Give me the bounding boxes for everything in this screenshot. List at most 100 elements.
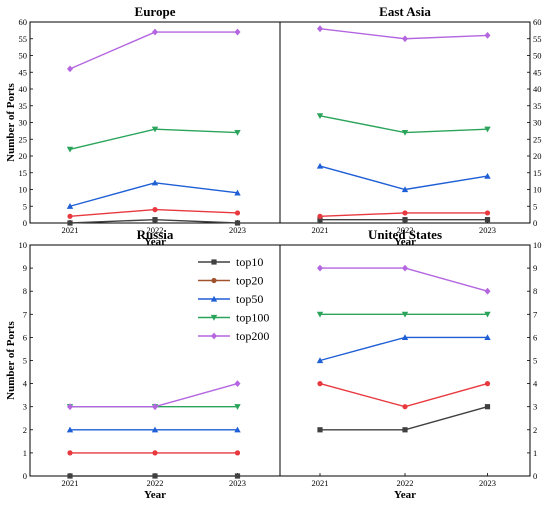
point-top50 (401, 334, 409, 340)
point-top200 (234, 380, 241, 387)
x-tick-label: 2021 (62, 225, 79, 235)
y-tick-label: 1 (533, 448, 537, 458)
point-top200 (484, 287, 491, 295)
y-tick-label: 45 (19, 67, 28, 77)
legend-swatch-marker (211, 277, 217, 284)
y-tick-label: 35 (533, 101, 542, 111)
point-top50 (316, 357, 324, 364)
line-top50 (319, 165, 488, 191)
series-top50-russia (66, 426, 241, 433)
series-top20-east-asia (317, 210, 491, 219)
point-top10 (402, 217, 408, 223)
y-tick-label: 40 (533, 84, 542, 94)
x-tick-label: 2023 (229, 478, 246, 488)
legend-label: top200 (236, 329, 269, 343)
point-top10 (317, 427, 323, 433)
y-axis-label-russia: Number of Ports (5, 320, 17, 399)
y-tick-label: 2 (533, 425, 537, 435)
y-tick-label: 0 (23, 471, 27, 481)
x-tick-label: 2022 (147, 225, 164, 235)
x-tick-label: 2023 (229, 225, 246, 235)
series-top100-east-asia (316, 113, 491, 136)
x-tick-label: 2021 (62, 478, 79, 488)
y-tick-label: 55 (533, 34, 542, 44)
legend-entry-top50: top50 (198, 292, 263, 306)
point-top50 (401, 186, 409, 193)
y-tick-label: 3 (23, 402, 27, 412)
point-top200 (484, 32, 491, 39)
point-top10 (152, 217, 158, 223)
series-top100-europe (66, 126, 241, 153)
panel-russia: Russia 0 1 2 3 4 5 6 7 8 9 10 2021 2022 2023 Year Number… (5, 227, 281, 501)
point-top10 (152, 473, 158, 479)
y-tick-label: 45 (533, 67, 542, 77)
y-tick-label: 30 (533, 118, 542, 128)
legend-swatch-marker (210, 295, 218, 302)
line-top200 (70, 382, 238, 408)
point-top100 (316, 113, 324, 119)
series-top20-united-states (317, 381, 491, 410)
series-top10-united-states (317, 404, 491, 433)
point-top20 (152, 450, 158, 456)
y-tick-label: 15 (19, 168, 28, 178)
panel-title-russia: Russia (137, 227, 174, 242)
y-tick-label: 9 (533, 263, 537, 273)
line-top50 (69, 182, 238, 207)
x-axis-label-russia: Year (144, 489, 166, 501)
y-tick-label: 30 (19, 118, 28, 128)
y-tick-label: 0 (23, 218, 27, 228)
series-top50-east-asia (316, 162, 491, 193)
legend-label: top50 (236, 292, 263, 306)
point-top10 (67, 220, 73, 226)
y-tick-label: 3 (533, 402, 537, 412)
legend-swatch-marker (211, 259, 217, 265)
y-tick-label: 40 (19, 84, 28, 94)
panel-europe: Europe 0 5 10 15 20 25 30 35 40 45 50 55 60 2021 2022 20… (5, 4, 281, 248)
y-tick-label: 5 (23, 201, 27, 211)
line-top200 (320, 267, 488, 292)
point-top100 (234, 404, 241, 410)
point-top50 (316, 162, 324, 169)
y-tick-label: 6 (533, 332, 537, 342)
point-top10 (234, 220, 241, 226)
panel-title-united-states: United States (368, 227, 442, 242)
point-top10 (484, 217, 491, 223)
point-top200 (152, 403, 158, 411)
point-top50 (66, 426, 74, 433)
y-tick-label: 20 (533, 151, 542, 161)
x-tick-label: 2021 (312, 225, 329, 235)
y-tick-label: 8 (23, 286, 27, 296)
x-tick-label: 2022 (397, 225, 414, 235)
series-top200-east-asia (317, 25, 491, 43)
point-top20 (67, 450, 73, 456)
x-tick-label: 2022 (147, 478, 164, 488)
y-tick-label: 50 (533, 51, 542, 61)
y-tick-label: 35 (19, 101, 28, 111)
series-top200-russia (67, 380, 241, 411)
x-tick-label: 2023 (479, 478, 496, 488)
panel-title-east-asia: East Asia (379, 4, 431, 19)
point-top50 (234, 426, 241, 433)
point-top50 (484, 334, 491, 340)
point-top200 (67, 65, 73, 73)
point-top20 (152, 207, 158, 213)
panel-east-asia: East Asia 0 5 10 15 20 25 30 35 40 45 50 55 60 2021 202… (279, 4, 542, 248)
point-top100 (66, 146, 74, 153)
point-top10 (317, 217, 323, 223)
series-top50-europe (66, 179, 241, 209)
series-top10-europe (67, 217, 241, 226)
y-axis-label-europe: Number of Ports (5, 82, 17, 161)
point-top200 (317, 25, 323, 33)
y-tick-label: 50 (19, 51, 28, 61)
panel-frame-europe (29, 21, 281, 224)
y-tick-label: 55 (19, 34, 28, 44)
point-top50 (151, 426, 159, 433)
legend-label: top100 (236, 311, 269, 325)
legend-swatch-marker (210, 314, 218, 321)
point-top10 (67, 473, 73, 479)
series-top10-east-asia (317, 217, 491, 223)
y-tick-label: 6 (23, 332, 27, 342)
point-top20 (484, 381, 491, 387)
line-top100 (69, 128, 238, 150)
point-top200 (67, 403, 73, 411)
